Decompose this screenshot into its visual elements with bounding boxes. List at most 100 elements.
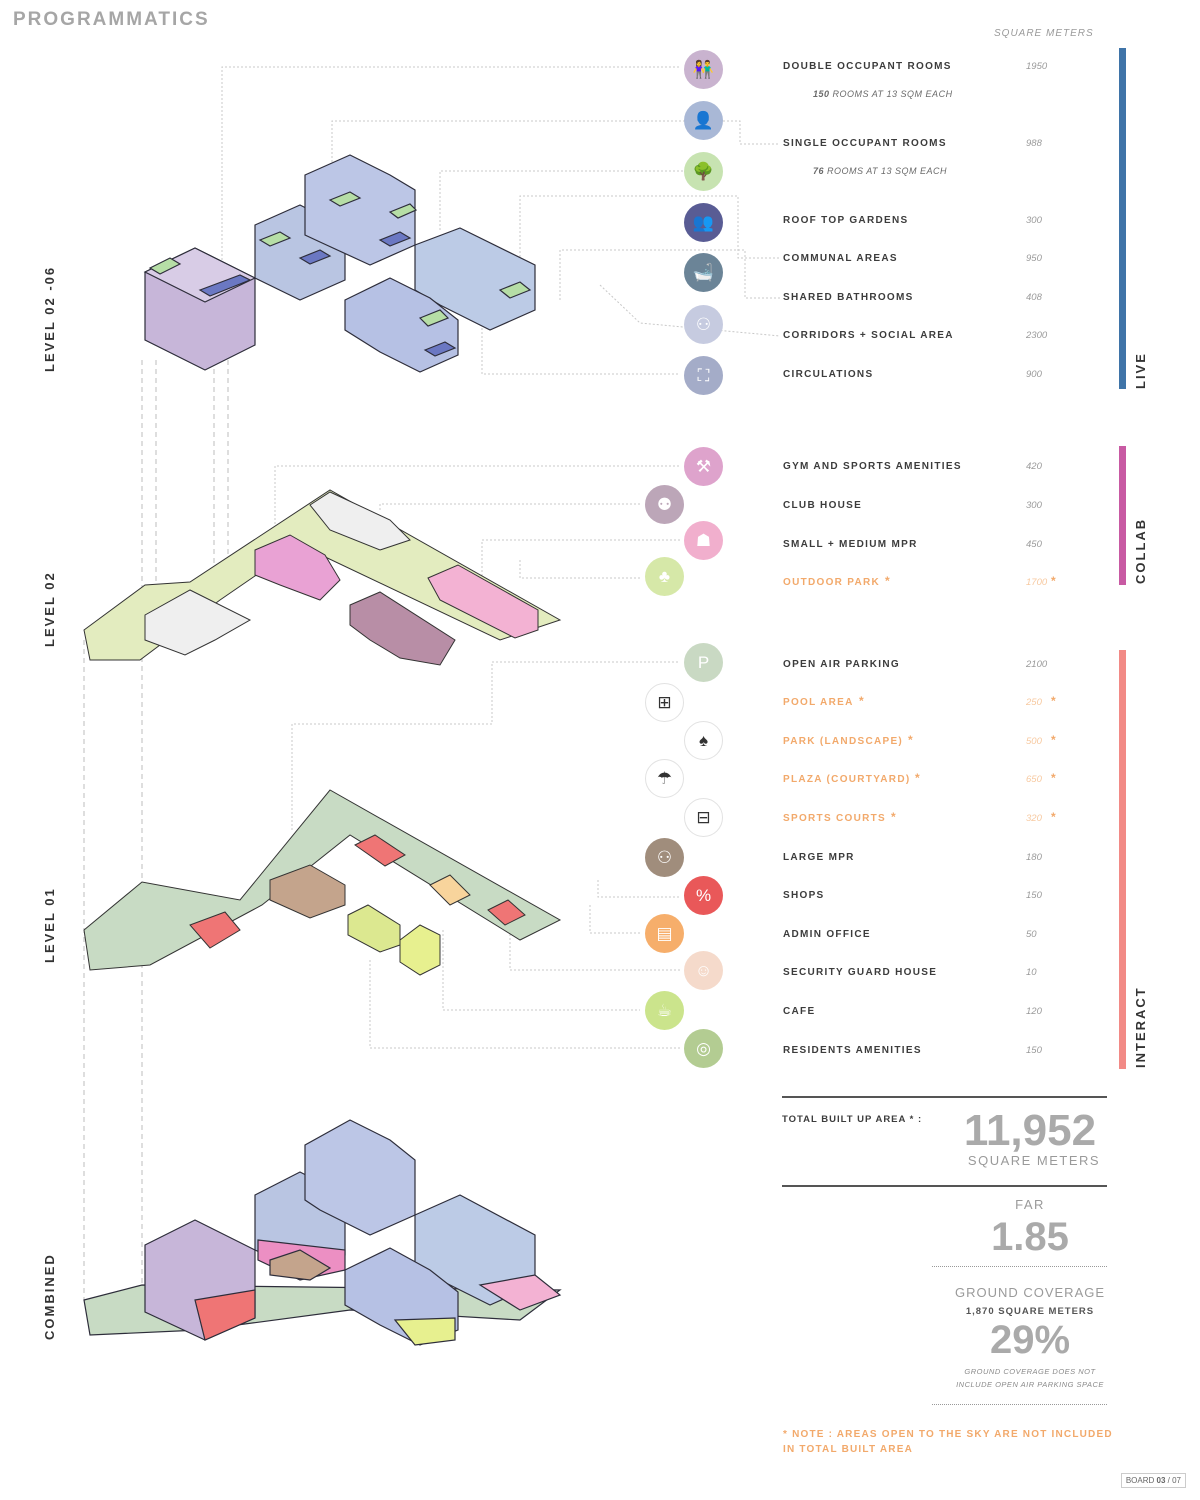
collab-row-label: OUTDOOR PARK (783, 577, 881, 588)
parking-icon: P (684, 643, 723, 682)
collab-row-label: SMALL + MEDIUM MPR (783, 539, 918, 550)
live-row-value: 2300 (1026, 330, 1048, 341)
level01-massing (83, 789, 562, 976)
board-number: BOARD 03 / 07 (1120, 1473, 1186, 1488)
open-sky-marker: * (1051, 733, 1056, 747)
board-num: 03 (1156, 1476, 1166, 1485)
room-count: 76 (813, 166, 825, 176)
open-sky-marker: * (915, 771, 920, 785)
interact-row-value: 500 (1026, 736, 1042, 747)
ground-coverage-note-1: GROUND COVERAGE DOES NOT (964, 1367, 1096, 1376)
shopping-bag-icon: % (684, 876, 723, 915)
interact-row-value: 180 (1026, 852, 1042, 863)
live-row-label: SHARED BATHROOMS (783, 292, 914, 303)
open-sky-marker: * (1051, 771, 1056, 785)
collab-row-value: 420 (1026, 461, 1042, 472)
trees-icon: ♠ (684, 721, 723, 760)
live-row-label: COMMUNAL AREAS (783, 253, 898, 264)
collab-row-value: 1700 (1026, 577, 1048, 588)
audience-icon: ⚇ (645, 838, 684, 877)
interact-row-label: SECURITY GUARD HOUSE (783, 967, 938, 978)
court-icon: ⊟ (684, 798, 723, 837)
interact-row-value: 50 (1026, 929, 1037, 940)
open-sky-marker: * (1051, 574, 1056, 588)
interact-row-label: CAFE (783, 1006, 816, 1017)
pool-ladder-icon: ⊞ (645, 683, 684, 722)
interact-row-label: OPEN AIR PARKING (783, 659, 900, 670)
interact-row-value: 120 (1026, 1006, 1042, 1017)
live-row-value: 900 (1026, 369, 1042, 380)
room-desc: ROOMS AT 13 SQM EACH (832, 89, 953, 99)
collab-row-label: CLUB HOUSE (783, 500, 863, 511)
guard-icon: ☺ (684, 951, 723, 990)
interact-row-label: RESIDENTS AMENITIES (783, 1045, 922, 1056)
board-prefix: BOARD (1125, 1476, 1155, 1485)
level02-massing (83, 489, 562, 666)
collab-bar (1119, 446, 1126, 585)
total-built-unit: SQUARE METERS (967, 1153, 1101, 1168)
ground-coverage-area: 1,870 SQUARE METERS (965, 1306, 1095, 1317)
live-row-value: 988 (1026, 138, 1042, 149)
live-row-label: SINGLE OCCUPANT ROOMS (783, 138, 947, 149)
collab-row-label: GYM AND SPORTS AMENITIES (783, 461, 962, 472)
group-icon: 👥 (684, 203, 723, 242)
couple-icon: 👫 (684, 50, 723, 89)
clubhouse-icon: ⚉ (645, 485, 684, 524)
interact-row-value: 2100 (1026, 659, 1048, 670)
live-bar (1119, 48, 1126, 389)
ground-coverage-note-2: INCLUDE OPEN AIR PARKING SPACE (956, 1380, 1104, 1389)
park-icon: ♣ (645, 557, 684, 596)
social-icon: ⚇ (684, 305, 723, 344)
interact-row-label: PARK (LANDSCAPE) (783, 736, 904, 747)
interact-row-value: 150 (1026, 1045, 1042, 1056)
summary-mid-rule (782, 1185, 1107, 1187)
page-title: PROGRAMMATICS (13, 9, 210, 30)
room-desc: ROOMS AT 13 SQM EACH (827, 166, 948, 176)
live-row-label: CIRCULATIONS (783, 369, 874, 380)
stairs-icon: ⛶ (684, 356, 723, 395)
open-sky-marker: * (1051, 810, 1056, 824)
tree-icon: 🌳 (684, 152, 723, 191)
interact-row-label: SPORTS COURTS (783, 813, 887, 824)
interact-row-value: 320 (1026, 813, 1042, 824)
far-value: 1.85 (991, 1215, 1069, 1259)
office-icon: ▤ (645, 914, 684, 953)
interact-row-label: LARGE MPR (783, 852, 855, 863)
live-row-value: 1950 (1026, 61, 1048, 72)
bathtub-icon: 🛁 (684, 253, 723, 292)
upper-levels-massing (143, 154, 536, 373)
live-row-label: ROOF TOP GARDENS (783, 215, 909, 226)
total-built-value: 11,952 (963, 1106, 1097, 1155)
interact-row-label: SHOPS (783, 890, 825, 901)
interact-row-value: 150 (1026, 890, 1042, 901)
summary-top-rule (782, 1096, 1107, 1098)
ground-coverage-value: 29% (989, 1318, 1071, 1362)
live-row-value: 408 (1026, 292, 1042, 303)
interact-row-value: 250 (1026, 697, 1042, 708)
live-row-subtext: 76 ROOMS AT 13 SQM EACH (813, 166, 947, 176)
open-sky-marker: * (885, 574, 890, 588)
live-row-label: DOUBLE OCCUPANT ROOMS (783, 61, 952, 72)
dumbbell-icon: ⚒ (684, 447, 723, 486)
open-sky-marker: * (1051, 694, 1056, 708)
interact-bar (1119, 650, 1126, 1069)
total-built-label: TOTAL BUILT UP AREA * : (782, 1114, 923, 1125)
leader-lines (221, 66, 781, 1049)
interact-row-label: ADMIN OFFICE (783, 929, 871, 940)
open-sky-marker: * (859, 694, 864, 708)
umbrella-table-icon: ☂ (645, 759, 684, 798)
laundry-icon: ◎ (684, 1029, 723, 1068)
interact-row-value: 650 (1026, 774, 1042, 785)
combined-massing (83, 1119, 562, 1346)
far-label: FAR (1015, 1197, 1045, 1212)
far-rule (932, 1266, 1107, 1267)
meeting-icon: ☗ (684, 521, 723, 560)
live-row-label: CORRIDORS + SOCIAL AREA (783, 330, 954, 341)
live-row-value: 950 (1026, 253, 1042, 264)
coffee-icon: ☕ (645, 991, 684, 1030)
note-text: * NOTE : AREAS OPEN TO THE SKY ARE NOT I… (783, 1429, 1113, 1455)
open-sky-marker: * (891, 810, 896, 824)
interact-row-label: PLAZA (COURTYARD) (783, 774, 911, 785)
ground-coverage-label: GROUND COVERAGE (954, 1285, 1106, 1300)
